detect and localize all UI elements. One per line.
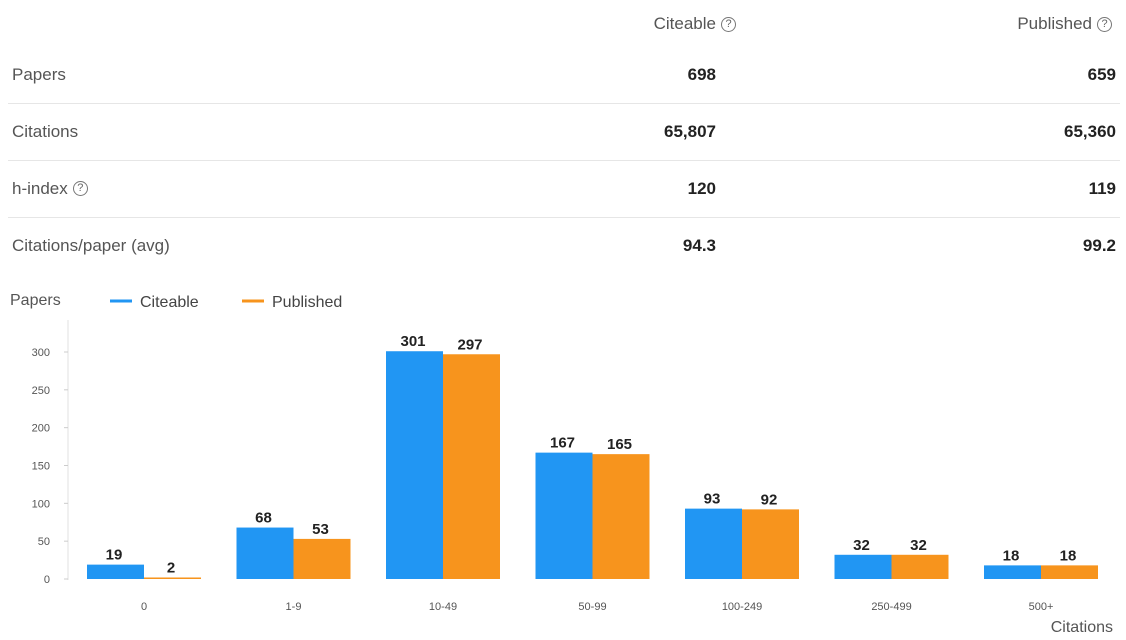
bar <box>685 508 742 579</box>
bar-value-label: 2 <box>167 559 175 576</box>
bar-value-label: 165 <box>607 436 632 453</box>
bar <box>293 538 351 579</box>
papers-published-value: 659 <box>1087 64 1116 84</box>
bar-value-label: 19 <box>106 547 123 564</box>
bar-value-label: 92 <box>761 491 778 508</box>
y-tick-label: 300 <box>32 347 50 359</box>
legend[interactable]: Citeable Published <box>110 294 342 311</box>
bar-value-label: 301 <box>400 333 425 350</box>
row-label: Citations <box>12 121 79 141</box>
stats-row-citations-per-paper: Citations/paper (avg) 94.3 99.2 <box>8 217 1120 274</box>
header-citeable-label: Citeable <box>653 14 716 33</box>
bar-value-label: 32 <box>910 537 927 554</box>
citation-distribution-chart: Papers Citeable Published 0 50 100 150 200 250… <box>0 280 1126 636</box>
bar <box>891 554 949 579</box>
stats-row-papers: Papers 698 659 <box>8 46 1120 104</box>
row-label: Citations/paper (avg) <box>12 235 170 255</box>
x-axis-label: Citations <box>1051 619 1113 635</box>
x-tick-label: 10-49 <box>429 601 457 613</box>
bar-value-label: 93 <box>704 491 721 508</box>
header-published-label: Published <box>1017 14 1092 33</box>
x-tick-label: 0 <box>141 601 147 613</box>
header-citeable: Citeable ? <box>654 14 736 34</box>
bar <box>386 351 443 579</box>
help-icon[interactable]: ? <box>72 181 88 196</box>
row-label: Papers <box>12 64 66 84</box>
bar-value-label: 18 <box>1060 547 1077 564</box>
row-label-h-index: h-index ? <box>12 179 88 199</box>
header-published: Published ? <box>1017 14 1112 34</box>
papers-citeable-value: 698 <box>687 64 716 84</box>
avg-citeable-value: 94.3 <box>682 235 716 255</box>
bar <box>144 577 201 579</box>
x-tick-label: 100-249 <box>722 601 762 613</box>
help-icon[interactable]: ? <box>1097 16 1112 32</box>
h-index-citeable-value: 120 <box>687 178 716 198</box>
bar <box>742 509 799 579</box>
bar <box>592 454 650 579</box>
x-tick-label: 50-99 <box>578 601 606 613</box>
legend-label: Citeable <box>140 294 199 311</box>
bar <box>535 452 593 579</box>
row-label: h-index <box>12 178 68 198</box>
bar <box>834 554 892 579</box>
y-axis-ticks: 0 50 100 150 200 250 300 <box>32 347 68 586</box>
citations-published-value: 65,360 <box>1064 121 1116 141</box>
bar-value-label: 18 <box>1003 547 1020 564</box>
bar-value-label: 68 <box>255 510 272 527</box>
bar-value-label: 297 <box>457 336 482 353</box>
y-tick-label: 150 <box>32 460 50 472</box>
bar <box>984 565 1041 579</box>
bar-value-label: 32 <box>853 537 870 554</box>
bar-value-label: 167 <box>550 435 575 452</box>
y-tick-label: 50 <box>38 536 50 548</box>
y-tick-label: 200 <box>32 423 50 435</box>
legend-label: Published <box>272 294 342 311</box>
x-tick-label: 500+ <box>1029 601 1054 613</box>
help-icon[interactable]: ? <box>721 16 736 32</box>
bars: 19 2 68 53 301 297 167 165 93 92 32 32 18 18 <box>87 333 1098 579</box>
y-axis-label: Papers <box>10 292 61 309</box>
bar-chart: Papers Citeable Published 050100150200250… <box>10 292 1113 636</box>
stats-row-h-index: h-index ? 120 119 <box>8 160 1120 218</box>
stats-row-citations: Citations 65,807 65,360 <box>8 103 1120 161</box>
bar <box>87 564 144 579</box>
bar <box>443 354 500 579</box>
y-tick-label: 0 <box>44 574 50 586</box>
x-tick-label: 250-499 <box>871 601 911 613</box>
x-tick-label: 1-9 <box>286 601 302 613</box>
bar <box>1041 565 1098 579</box>
x-axis-ticks: 0 1-9 10-49 50-99 100-249 250-499 500+ <box>141 601 1053 613</box>
h-index-published-value: 119 <box>1088 178 1116 198</box>
citations-citeable-value: 65,807 <box>664 121 716 141</box>
avg-published-value: 99.2 <box>1082 235 1116 255</box>
y-tick-label: 100 <box>32 498 50 510</box>
bar-value-label: 53 <box>312 521 329 538</box>
bar <box>236 527 294 579</box>
y-tick-label: 250 <box>32 385 50 397</box>
